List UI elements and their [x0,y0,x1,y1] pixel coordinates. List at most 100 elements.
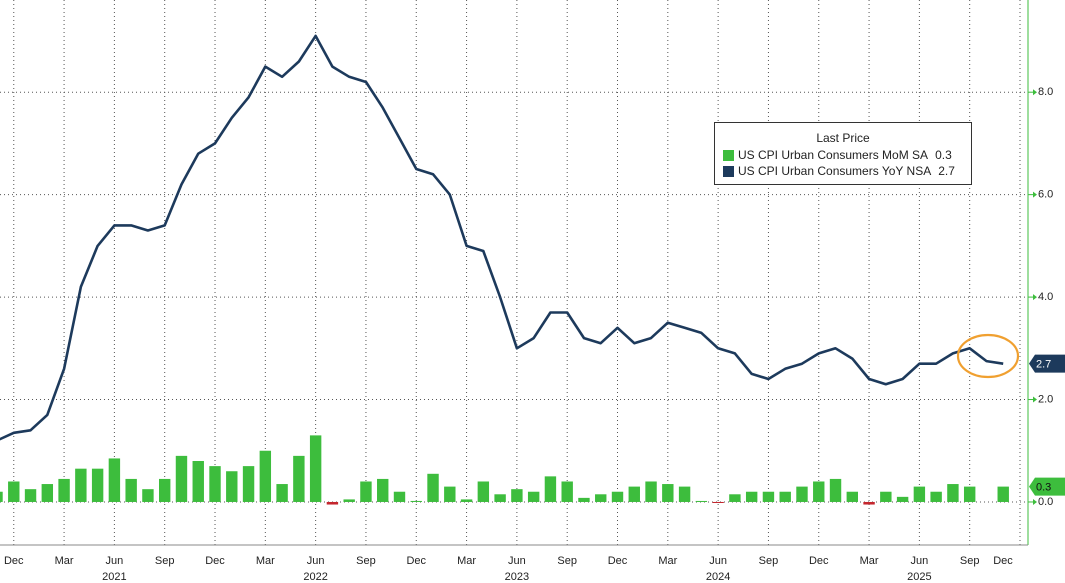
x-year-label: 2025 [907,571,931,583]
bar [293,455,305,502]
x-tick-label: Jun [508,555,526,567]
legend: Last Price US CPI Urban Consumers MoM SA 0… [714,122,972,185]
bar [544,476,557,502]
bar [595,494,607,502]
x-tick-label: Dec [4,555,24,567]
legend-value: 0.3 [935,148,952,162]
x-tick-label: Jun [911,555,929,567]
bar [695,500,708,502]
bar [561,481,573,502]
y-tick-arrow [1033,498,1037,505]
x-year-label: 2023 [505,571,529,583]
x-year-label: 2021 [102,571,126,583]
y-tick-label: 2.0 [1038,393,1053,405]
bar [75,468,87,502]
bar [527,491,540,502]
bar [209,466,221,502]
bar [829,478,842,502]
bar [712,501,724,503]
bar [259,450,272,502]
x-tick-label: Mar [457,555,476,567]
bar [762,491,775,502]
bar [611,491,624,502]
bar [360,481,372,502]
legend-label: US CPI Urban Consumers MoM SA [738,148,928,162]
x-tick-label: Dec [809,555,829,567]
plot-area [0,34,1009,505]
bar [276,484,288,502]
last-value-label: 2.7 [1036,359,1051,371]
x-tick-label: Jun [709,555,727,567]
grid [0,0,1028,545]
bar [175,455,188,502]
x-year-label: 2022 [303,571,327,583]
bar [813,481,825,502]
bar [863,501,875,505]
bar [796,486,808,502]
bar [8,481,20,502]
bar [427,473,439,502]
bar [159,478,171,502]
bar [58,478,70,502]
bar [963,486,976,502]
x-tick-label: Sep [557,555,577,567]
bar [460,499,473,502]
y-tick-label: 4.0 [1038,291,1053,303]
bar [410,500,422,502]
bar [377,478,389,502]
bar [947,484,959,502]
bar [343,499,355,502]
x-tick-label: Sep [155,555,175,567]
bar [930,491,942,502]
x-tick-label: Jun [106,555,124,567]
legend-value: 2.7 [938,164,955,178]
x-tick-label: Dec [205,555,225,567]
last-value-tag [1029,354,1065,373]
x-tick-label: Jun [307,555,325,567]
last-value-label: 0.3 [1036,482,1051,494]
bar [41,484,54,502]
bar [578,497,590,502]
x-tick-label: Dec [406,555,426,567]
y-tick-arrow [1033,89,1037,96]
x-tick-label: Mar [658,555,677,567]
bar [91,468,104,502]
legend-box [714,122,972,185]
bar [309,435,322,502]
line [0,34,1004,441]
y-tick-label: 0.0 [1038,496,1053,508]
bar [226,471,238,502]
bar [242,466,255,502]
x-tick-label: Mar [860,555,879,567]
y-tick-label: 8.0 [1038,86,1053,98]
legend-label: US CPI Urban Consumers YoY NSA [738,164,931,178]
bar [662,484,674,502]
bar [142,489,154,502]
bar [192,460,204,502]
bar [444,486,456,502]
last-value-tag [1029,477,1065,496]
bar [477,481,490,502]
bar [729,494,741,502]
bar [880,491,892,502]
bar [24,489,37,502]
y-tick-arrow [1033,191,1037,198]
bar [913,486,926,502]
x-tick-label: Sep [960,555,980,567]
bar [393,491,406,502]
bar [326,501,339,505]
legend-title: Last Price [816,131,870,145]
x-tick-label: Sep [356,555,376,567]
bar [125,478,137,502]
legend-swatch [723,150,734,161]
bar [896,496,909,502]
legend-swatch [723,166,734,177]
bar [997,486,1009,502]
bar [628,486,640,502]
bar [745,491,758,502]
bar [846,491,858,502]
bar [779,491,791,502]
highlight-circle [956,333,1020,379]
x-tick-label: Dec [993,555,1013,567]
